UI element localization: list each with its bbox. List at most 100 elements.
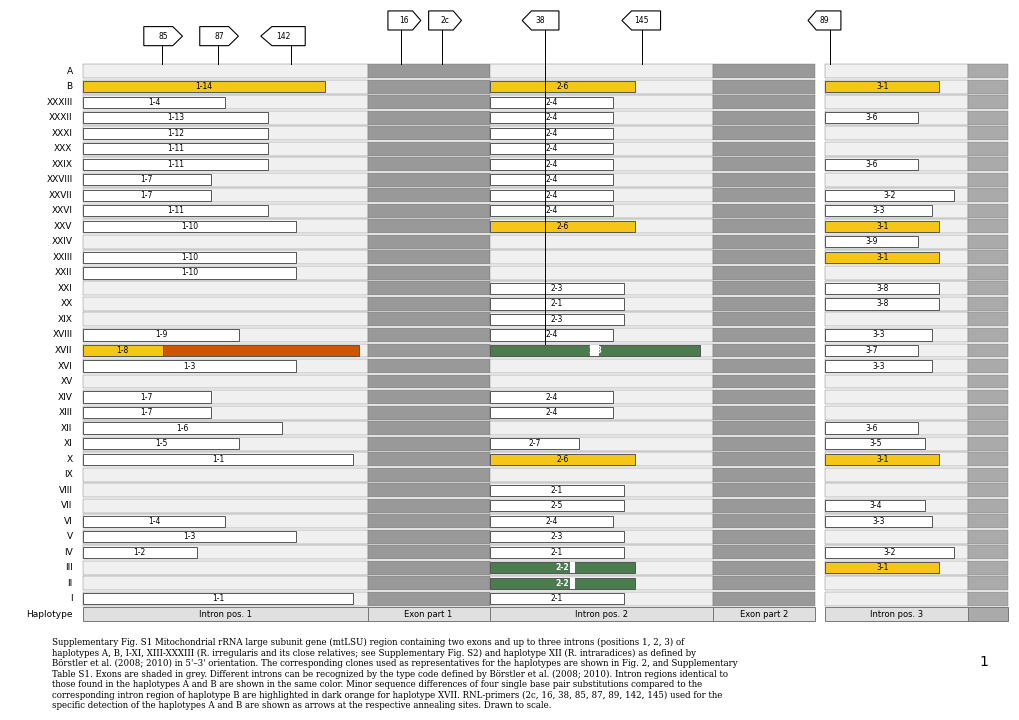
Bar (367, 64, 489, 78)
Text: XXVIII: XXVIII (46, 176, 72, 184)
Bar (824, 283, 938, 294)
Bar (489, 329, 612, 341)
Bar (489, 452, 712, 466)
Text: B: B (66, 82, 72, 91)
Bar (712, 111, 814, 125)
Bar (367, 235, 489, 249)
Text: XXV: XXV (54, 222, 72, 231)
Text: 1-10: 1-10 (180, 222, 198, 231)
Bar (824, 328, 967, 342)
Bar (489, 174, 612, 186)
Bar (967, 64, 1008, 78)
Text: 3-3: 3-3 (871, 207, 884, 215)
Bar (367, 421, 489, 435)
Text: 16: 16 (399, 16, 409, 25)
Bar (712, 483, 814, 497)
Bar (367, 592, 489, 606)
Bar (367, 530, 489, 544)
Bar (824, 112, 917, 123)
Bar (83, 158, 367, 171)
Bar (824, 142, 967, 156)
Bar (489, 359, 712, 373)
Text: XXIII: XXIII (52, 253, 72, 262)
Bar (967, 328, 1008, 342)
Text: 2-5: 2-5 (550, 501, 562, 510)
Bar (967, 158, 1008, 171)
Text: VIII: VIII (58, 485, 72, 495)
Bar (712, 405, 814, 420)
Text: XIX: XIX (58, 315, 72, 324)
Bar (83, 345, 162, 356)
Bar (967, 220, 1008, 233)
Bar (367, 158, 489, 171)
Bar (489, 407, 612, 418)
Bar (489, 328, 712, 342)
Text: XV: XV (60, 377, 72, 386)
Bar (824, 312, 967, 326)
Bar (489, 266, 712, 280)
Bar (489, 577, 635, 589)
Text: III: III (64, 563, 72, 572)
Bar (367, 204, 489, 218)
Text: 2-4: 2-4 (544, 408, 556, 417)
Text: Exon part 1: Exon part 1 (405, 610, 452, 618)
Bar (83, 576, 367, 590)
Bar (489, 374, 712, 389)
Bar (967, 359, 1008, 373)
Text: VI: VI (64, 517, 72, 526)
Bar (824, 454, 938, 464)
Text: 2-6: 2-6 (555, 82, 568, 91)
Bar (712, 530, 814, 544)
Bar (824, 235, 967, 249)
Bar (967, 173, 1008, 186)
Text: 3-1: 3-1 (875, 563, 888, 572)
Text: 1-11: 1-11 (167, 160, 183, 168)
Text: V: V (66, 532, 72, 541)
Text: Haplotype: Haplotype (26, 610, 72, 618)
Bar (83, 561, 367, 575)
Text: 3-1: 3-1 (875, 82, 888, 91)
Bar (367, 343, 489, 357)
Bar (489, 235, 712, 249)
Bar (712, 452, 814, 466)
Bar (712, 282, 814, 295)
Bar (967, 251, 1008, 264)
Bar (83, 607, 367, 621)
Text: XVI: XVI (58, 361, 72, 371)
Bar (367, 359, 489, 373)
Text: 1-4: 1-4 (148, 517, 160, 526)
Text: XXXIII: XXXIII (46, 98, 72, 107)
Bar (824, 546, 953, 558)
Bar (489, 220, 712, 233)
Bar (83, 221, 297, 232)
Bar (824, 607, 967, 621)
Bar (367, 374, 489, 389)
Bar (367, 189, 489, 202)
Text: XVII: XVII (55, 346, 72, 355)
Text: 2c: 2c (440, 16, 449, 25)
Bar (967, 126, 1008, 140)
Bar (489, 111, 712, 125)
Text: 3-1: 3-1 (875, 454, 888, 464)
Bar (83, 374, 367, 389)
Bar (712, 328, 814, 342)
Bar (83, 467, 367, 482)
Bar (967, 282, 1008, 295)
Bar (83, 80, 367, 94)
Bar (712, 251, 814, 264)
Bar (489, 562, 635, 573)
Bar (367, 251, 489, 264)
Bar (489, 454, 635, 464)
Text: 3-3: 3-3 (871, 330, 884, 339)
Bar (83, 531, 297, 542)
Bar (824, 361, 931, 372)
Bar (83, 438, 239, 449)
Text: 1-3: 1-3 (183, 361, 196, 371)
Text: I: I (70, 594, 72, 603)
Bar (83, 266, 367, 280)
Bar (967, 111, 1008, 125)
Text: Exon part 2: Exon part 2 (740, 610, 788, 618)
Bar (824, 221, 938, 232)
Bar (824, 81, 938, 92)
Bar (712, 561, 814, 575)
